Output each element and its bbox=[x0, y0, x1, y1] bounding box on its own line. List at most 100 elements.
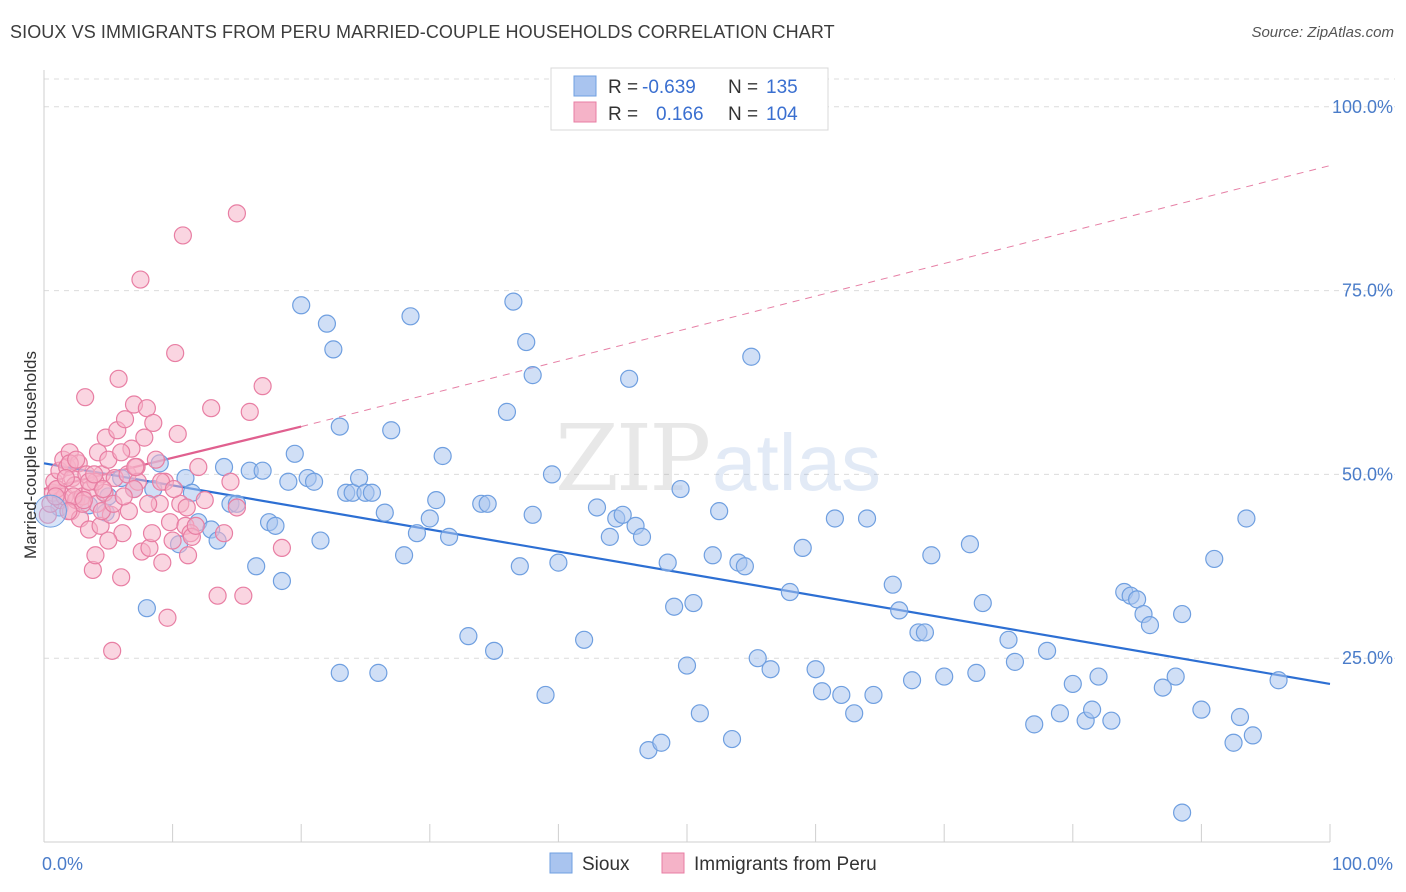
data-point bbox=[510, 557, 529, 576]
data-point bbox=[202, 399, 221, 418]
data-point bbox=[960, 535, 980, 554]
y-tick-labels: 25.0% 50.0% 75.0% 100.0% bbox=[1332, 97, 1393, 668]
data-point bbox=[915, 623, 935, 642]
data-point bbox=[684, 593, 703, 613]
x-tick-label: 0.0% bbox=[42, 854, 83, 874]
data-point bbox=[195, 491, 214, 510]
data-point bbox=[1153, 678, 1172, 697]
watermark-atlas: atlas bbox=[712, 418, 881, 507]
data-point bbox=[1243, 726, 1262, 745]
data-points bbox=[33, 204, 1288, 822]
data-point bbox=[433, 446, 452, 466]
data-point bbox=[253, 377, 272, 396]
y-tick-label: 25.0% bbox=[1342, 648, 1393, 668]
data-point bbox=[742, 347, 761, 366]
data-point bbox=[394, 546, 414, 565]
data-point bbox=[748, 649, 767, 668]
legend-n-value: 135 bbox=[766, 77, 798, 98]
data-point bbox=[375, 503, 394, 522]
data-point bbox=[126, 457, 145, 477]
data-point bbox=[330, 663, 349, 682]
data-point bbox=[114, 487, 133, 506]
data-point bbox=[845, 704, 864, 723]
x-tick-labels: 0.0% 100.0% bbox=[42, 854, 1393, 874]
data-point bbox=[890, 601, 909, 620]
data-point bbox=[652, 733, 671, 752]
legend-swatch-sioux bbox=[573, 75, 597, 97]
data-point bbox=[330, 417, 349, 436]
data-point bbox=[362, 483, 382, 502]
source-credit: Source: ZipAtlas.com bbox=[1251, 24, 1394, 41]
data-point bbox=[542, 465, 562, 484]
data-point bbox=[1025, 715, 1044, 734]
data-point bbox=[935, 667, 954, 686]
data-point bbox=[158, 608, 177, 627]
legend-n-label: N = bbox=[728, 104, 758, 125]
data-point bbox=[99, 531, 118, 550]
y-tick-label: 50.0% bbox=[1342, 464, 1393, 484]
data-point bbox=[407, 524, 427, 543]
y-axis-label: Married-couple Households bbox=[21, 351, 40, 559]
data-point bbox=[671, 479, 690, 499]
data-point bbox=[285, 444, 304, 463]
data-point bbox=[189, 457, 208, 477]
data-point bbox=[1166, 667, 1185, 686]
data-point bbox=[517, 332, 536, 352]
legend-r-value: 0.166 bbox=[656, 104, 704, 125]
data-point bbox=[735, 557, 754, 576]
x-tick-label: 100.0% bbox=[1332, 854, 1393, 874]
data-point bbox=[459, 627, 478, 646]
data-point bbox=[761, 660, 780, 679]
data-point bbox=[109, 369, 128, 388]
data-point bbox=[227, 498, 246, 517]
data-point bbox=[1063, 674, 1082, 694]
data-point bbox=[857, 509, 877, 528]
data-point bbox=[186, 516, 205, 535]
data-point bbox=[164, 479, 183, 499]
data-point bbox=[272, 571, 292, 591]
data-point bbox=[1269, 671, 1288, 690]
data-point bbox=[221, 472, 240, 491]
data-point bbox=[587, 498, 607, 517]
data-point bbox=[1050, 704, 1070, 723]
data-point bbox=[382, 421, 401, 440]
data-point bbox=[227, 204, 246, 223]
series-peru bbox=[38, 204, 292, 660]
data-point bbox=[549, 553, 568, 572]
data-point bbox=[311, 531, 330, 550]
data-point bbox=[103, 641, 122, 660]
data-point bbox=[523, 366, 542, 385]
data-point bbox=[144, 413, 163, 433]
trend-line-peru-extension bbox=[301, 165, 1331, 428]
data-point bbox=[485, 641, 504, 660]
data-point bbox=[208, 586, 227, 605]
data-point bbox=[658, 553, 677, 572]
data-point bbox=[317, 314, 337, 333]
axes bbox=[43, 70, 1331, 843]
data-point bbox=[536, 685, 555, 705]
data-point bbox=[115, 410, 135, 429]
data-point bbox=[780, 582, 799, 602]
data-point bbox=[922, 546, 941, 565]
y-tick-label: 100.0% bbox=[1332, 97, 1393, 117]
bottom-legend-swatch-sioux bbox=[549, 852, 573, 874]
series-sioux bbox=[50, 292, 1288, 822]
data-point bbox=[1230, 707, 1250, 727]
data-point bbox=[1205, 549, 1224, 569]
data-point bbox=[112, 568, 131, 587]
data-point bbox=[94, 479, 113, 499]
data-point bbox=[178, 546, 198, 565]
legend-box: R = -0.639 N = 135 R = 0.166 N = 104 bbox=[550, 67, 829, 131]
data-point bbox=[324, 340, 343, 359]
data-point bbox=[153, 553, 172, 572]
y-tick-label: 75.0% bbox=[1342, 281, 1393, 301]
data-point bbox=[1173, 604, 1192, 624]
trend-line-sioux bbox=[43, 462, 1331, 686]
data-point bbox=[135, 428, 154, 447]
data-point bbox=[883, 575, 902, 594]
data-point bbox=[632, 527, 652, 546]
data-point bbox=[112, 443, 131, 462]
bottom-legend-swatch-peru bbox=[661, 852, 685, 874]
data-point bbox=[497, 402, 517, 421]
